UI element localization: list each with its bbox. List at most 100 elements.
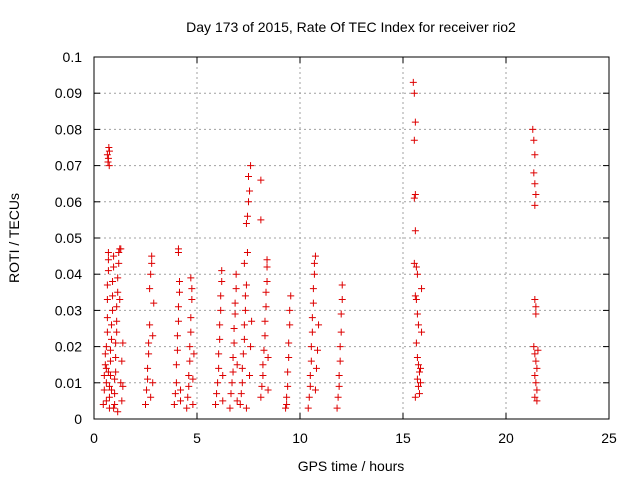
- data-point: [262, 303, 270, 311]
- data-point: [148, 259, 156, 267]
- grid-lines: [94, 57, 609, 419]
- y-tick-label: 0: [74, 411, 82, 427]
- data-point: [533, 364, 541, 372]
- data-point: [213, 390, 221, 398]
- chart-title: Day 173 of 2015, Rate Of TEC Index for r…: [186, 19, 516, 35]
- data-point: [285, 353, 293, 361]
- data-point: [245, 198, 252, 206]
- data-point: [113, 317, 121, 325]
- data-point: [105, 147, 113, 155]
- data-point: [531, 350, 539, 358]
- data-point: [333, 404, 341, 412]
- data-point: [115, 259, 123, 267]
- data-point: [170, 401, 178, 409]
- data-point: [532, 379, 540, 387]
- data-point: [232, 285, 240, 293]
- data-points: [99, 78, 542, 416]
- data-point: [335, 382, 343, 390]
- data-point: [177, 397, 185, 405]
- data-point: [186, 357, 194, 365]
- data-point: [307, 357, 315, 365]
- data-point: [246, 187, 254, 195]
- data-point: [337, 328, 345, 336]
- data-point: [101, 361, 109, 369]
- y-tick-label: 0.03: [55, 302, 82, 318]
- data-point: [240, 321, 248, 329]
- data-point: [285, 339, 293, 347]
- data-point: [175, 277, 183, 285]
- data-point: [242, 281, 250, 289]
- data-point: [529, 125, 537, 133]
- data-point: [187, 328, 195, 336]
- data-point: [241, 292, 249, 300]
- data-point: [175, 288, 183, 296]
- data-point: [108, 386, 116, 394]
- x-tick-label: 20: [498, 430, 514, 446]
- data-point: [413, 310, 421, 318]
- axis-ticks: [93, 56, 610, 420]
- data-point: [102, 343, 110, 351]
- data-point: [239, 350, 247, 358]
- data-point: [338, 281, 346, 289]
- data-point: [216, 335, 224, 343]
- data-point: [118, 357, 126, 365]
- data-point: [287, 292, 295, 300]
- y-tick-label: 0.1: [63, 49, 83, 65]
- data-point: [106, 346, 114, 354]
- data-point: [103, 296, 111, 304]
- data-point: [413, 375, 421, 383]
- data-point: [112, 368, 120, 376]
- data-point: [310, 259, 318, 267]
- data-point: [215, 364, 223, 372]
- data-point: [242, 404, 250, 412]
- data-point: [247, 162, 255, 170]
- data-point: [113, 328, 121, 336]
- data-point: [145, 339, 153, 347]
- data-point: [145, 350, 153, 358]
- data-point: [212, 401, 220, 409]
- data-point: [306, 382, 314, 390]
- data-point: [257, 216, 265, 224]
- data-point: [113, 303, 121, 311]
- x-tick-label: 0: [90, 430, 98, 446]
- data-point: [147, 393, 155, 401]
- data-point: [185, 382, 193, 390]
- data-point: [187, 314, 195, 322]
- data-point: [105, 144, 113, 151]
- data-point: [410, 89, 418, 97]
- data-point: [532, 303, 540, 311]
- data-point: [217, 292, 225, 300]
- data-point: [143, 386, 151, 394]
- data-point: [184, 393, 192, 401]
- data-point: [114, 288, 122, 296]
- data-point: [417, 364, 425, 372]
- data-point: [104, 368, 112, 376]
- data-point: [104, 248, 112, 256]
- data-point: [335, 372, 343, 380]
- y-tick-label: 0.07: [55, 158, 82, 174]
- data-point: [412, 263, 420, 271]
- data-point: [240, 259, 248, 267]
- data-point: [264, 353, 272, 361]
- data-point: [531, 296, 539, 304]
- data-point: [109, 306, 117, 314]
- data-point: [104, 256, 112, 264]
- data-point: [112, 353, 120, 361]
- data-point: [531, 201, 539, 209]
- data-point: [119, 382, 127, 390]
- data-point: [237, 390, 245, 398]
- data-point: [246, 372, 254, 380]
- data-point: [314, 346, 322, 354]
- y-tick-label: 0.06: [55, 194, 82, 210]
- data-point: [311, 386, 319, 394]
- data-point: [172, 361, 180, 369]
- data-point: [260, 346, 268, 354]
- data-point: [173, 332, 181, 340]
- data-point: [148, 252, 156, 260]
- data-point: [231, 310, 239, 318]
- data-point: [238, 364, 246, 372]
- data-point: [241, 306, 249, 314]
- data-point: [338, 296, 346, 304]
- data-point: [109, 277, 117, 285]
